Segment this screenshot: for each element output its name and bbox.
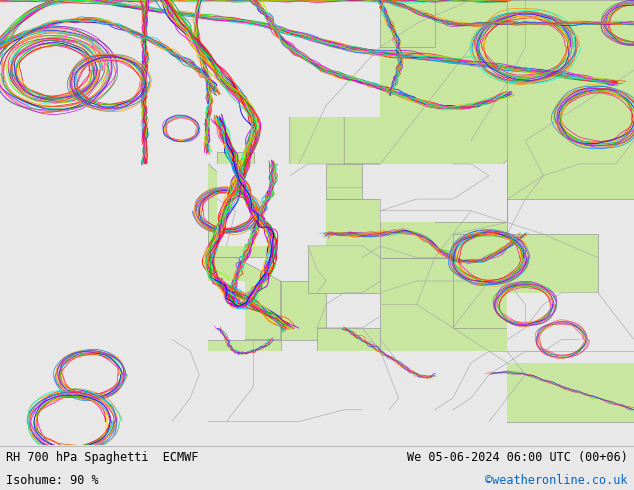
Polygon shape bbox=[435, 164, 507, 222]
Text: ©weatheronline.co.uk: ©weatheronline.co.uk bbox=[485, 473, 628, 487]
Polygon shape bbox=[380, 0, 435, 47]
Polygon shape bbox=[380, 199, 507, 258]
Polygon shape bbox=[344, 0, 526, 199]
Polygon shape bbox=[326, 164, 362, 199]
Polygon shape bbox=[526, 293, 598, 328]
Polygon shape bbox=[0, 375, 27, 421]
Polygon shape bbox=[217, 152, 254, 187]
Polygon shape bbox=[181, 164, 272, 258]
Polygon shape bbox=[209, 421, 344, 445]
Polygon shape bbox=[172, 340, 281, 421]
Polygon shape bbox=[163, 281, 245, 340]
Polygon shape bbox=[489, 351, 634, 421]
Polygon shape bbox=[163, 0, 380, 117]
Polygon shape bbox=[36, 58, 136, 105]
Polygon shape bbox=[0, 0, 209, 445]
Polygon shape bbox=[317, 328, 399, 410]
Polygon shape bbox=[281, 281, 326, 340]
Polygon shape bbox=[0, 0, 72, 141]
Text: We 05-06-2024 06:00 UTC (00+06): We 05-06-2024 06:00 UTC (00+06) bbox=[407, 451, 628, 464]
Polygon shape bbox=[217, 164, 326, 246]
Polygon shape bbox=[507, 0, 634, 199]
Polygon shape bbox=[290, 0, 507, 175]
Polygon shape bbox=[380, 164, 507, 222]
Polygon shape bbox=[453, 234, 598, 328]
Polygon shape bbox=[181, 117, 199, 129]
Polygon shape bbox=[209, 351, 507, 445]
Polygon shape bbox=[344, 421, 380, 490]
Polygon shape bbox=[163, 199, 209, 246]
Polygon shape bbox=[380, 258, 526, 375]
Polygon shape bbox=[507, 293, 634, 363]
Text: Isohume: 90 %: Isohume: 90 % bbox=[6, 473, 99, 487]
Text: RH 700 hPa Spaghetti  ECMWF: RH 700 hPa Spaghetti ECMWF bbox=[6, 451, 198, 464]
Polygon shape bbox=[308, 199, 389, 293]
Polygon shape bbox=[172, 258, 281, 340]
